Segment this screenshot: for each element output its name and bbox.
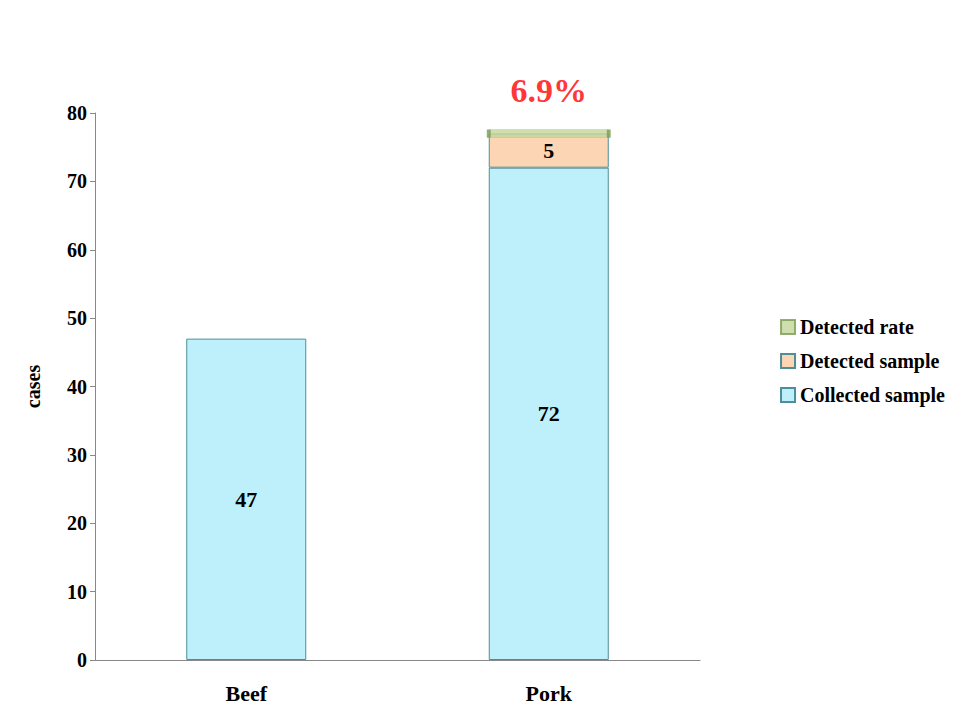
svg-text:Detected rate: Detected rate: [800, 316, 914, 338]
svg-text:40: 40: [67, 376, 87, 398]
svg-text:6.9%: 6.9%: [511, 72, 588, 109]
svg-text:80: 80: [67, 102, 87, 124]
svg-text:cases: cases: [22, 365, 44, 409]
svg-text:Collected sample: Collected sample: [800, 384, 945, 407]
svg-text:10: 10: [67, 581, 87, 603]
svg-text:72: 72: [538, 401, 560, 426]
svg-text:0: 0: [77, 649, 87, 671]
svg-text:30: 30: [67, 444, 87, 466]
svg-text:50: 50: [67, 307, 87, 329]
svg-text:47: 47: [235, 487, 257, 512]
svg-text:Beef: Beef: [225, 681, 267, 706]
svg-text:70: 70: [67, 170, 87, 192]
svg-text:Detected sample: Detected sample: [800, 350, 940, 373]
svg-text:60: 60: [67, 239, 87, 261]
svg-text:20: 20: [67, 512, 87, 534]
svg-text:Pork: Pork: [526, 681, 573, 706]
svg-text:5: 5: [543, 138, 554, 163]
